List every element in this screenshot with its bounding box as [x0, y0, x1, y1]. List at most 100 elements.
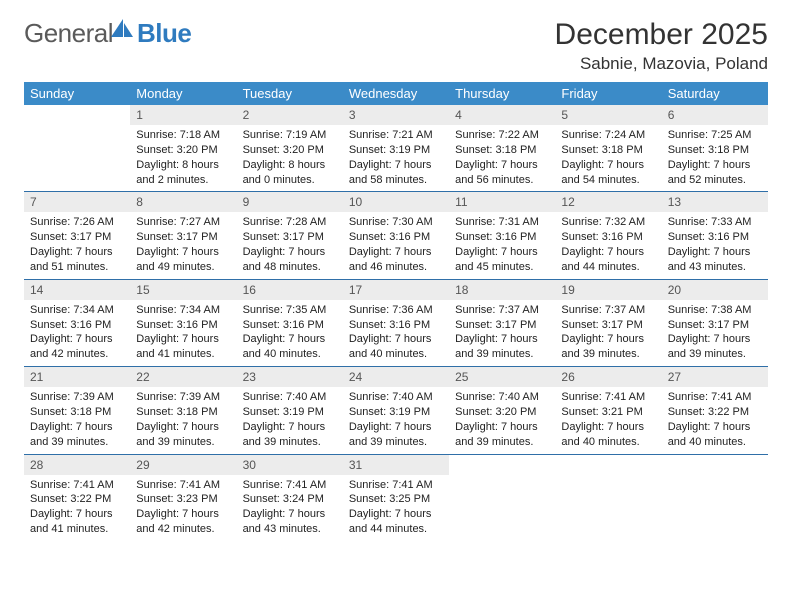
day-content: Sunrise: 7:19 AMSunset: 3:20 PMDaylight:…	[237, 125, 343, 191]
day-content: Sunrise: 7:22 AMSunset: 3:18 PMDaylight:…	[449, 125, 555, 191]
day-content: Sunrise: 7:38 AMSunset: 3:17 PMDaylight:…	[662, 300, 768, 366]
weekday-header: Sunday	[24, 82, 130, 105]
calendar-cell: 6Sunrise: 7:25 AMSunset: 3:18 PMDaylight…	[662, 105, 768, 192]
day-content: Sunrise: 7:21 AMSunset: 3:19 PMDaylight:…	[343, 125, 449, 191]
day-content: Sunrise: 7:18 AMSunset: 3:20 PMDaylight:…	[130, 125, 236, 191]
day-content: Sunrise: 7:41 AMSunset: 3:22 PMDaylight:…	[24, 475, 130, 541]
calendar-cell: 8Sunrise: 7:27 AMSunset: 3:17 PMDaylight…	[130, 192, 236, 279]
day-content: Sunrise: 7:41 AMSunset: 3:25 PMDaylight:…	[343, 475, 449, 541]
day-number: 24	[343, 367, 449, 387]
brand-word-1: General	[24, 18, 113, 49]
calendar-page: General Blue December 2025 Sabnie, Mazov…	[0, 0, 792, 559]
day-number: 5	[555, 105, 661, 125]
calendar-cell: 4Sunrise: 7:22 AMSunset: 3:18 PMDaylight…	[449, 105, 555, 192]
calendar-cell: 9Sunrise: 7:28 AMSunset: 3:17 PMDaylight…	[237, 192, 343, 279]
day-number: 20	[662, 280, 768, 300]
day-content: Sunrise: 7:41 AMSunset: 3:24 PMDaylight:…	[237, 475, 343, 541]
day-number: 11	[449, 192, 555, 212]
calendar-cell: 16Sunrise: 7:35 AMSunset: 3:16 PMDayligh…	[237, 279, 343, 366]
location: Sabnie, Mazovia, Poland	[555, 54, 768, 74]
day-number: 26	[555, 367, 661, 387]
header: General Blue December 2025 Sabnie, Mazov…	[24, 18, 768, 74]
day-content: Sunrise: 7:41 AMSunset: 3:21 PMDaylight:…	[555, 387, 661, 453]
day-number: 29	[130, 455, 236, 475]
calendar-cell: 11Sunrise: 7:31 AMSunset: 3:16 PMDayligh…	[449, 192, 555, 279]
calendar-cell: 17Sunrise: 7:36 AMSunset: 3:16 PMDayligh…	[343, 279, 449, 366]
day-content: Sunrise: 7:41 AMSunset: 3:22 PMDaylight:…	[662, 387, 768, 453]
calendar-cell: 1Sunrise: 7:18 AMSunset: 3:20 PMDaylight…	[130, 105, 236, 192]
month-title: December 2025	[555, 18, 768, 52]
day-content: Sunrise: 7:28 AMSunset: 3:17 PMDaylight:…	[237, 212, 343, 278]
calendar-cell: 14Sunrise: 7:34 AMSunset: 3:16 PMDayligh…	[24, 279, 130, 366]
day-number: 22	[130, 367, 236, 387]
day-content: Sunrise: 7:25 AMSunset: 3:18 PMDaylight:…	[662, 125, 768, 191]
day-content: Sunrise: 7:35 AMSunset: 3:16 PMDaylight:…	[237, 300, 343, 366]
brand-sail-icon	[109, 17, 135, 44]
day-number: 7	[24, 192, 130, 212]
calendar-cell: 26Sunrise: 7:41 AMSunset: 3:21 PMDayligh…	[555, 367, 661, 454]
calendar-cell	[555, 454, 661, 541]
day-number: 31	[343, 455, 449, 475]
day-number: 2	[237, 105, 343, 125]
day-number: 23	[237, 367, 343, 387]
calendar-cell: 13Sunrise: 7:33 AMSunset: 3:16 PMDayligh…	[662, 192, 768, 279]
calendar-cell: 7Sunrise: 7:26 AMSunset: 3:17 PMDaylight…	[24, 192, 130, 279]
day-content: Sunrise: 7:39 AMSunset: 3:18 PMDaylight:…	[24, 387, 130, 453]
day-number: 19	[555, 280, 661, 300]
weekday-header: Monday	[130, 82, 236, 105]
calendar-body: 1Sunrise: 7:18 AMSunset: 3:20 PMDaylight…	[24, 105, 768, 541]
calendar-week-row: 14Sunrise: 7:34 AMSunset: 3:16 PMDayligh…	[24, 279, 768, 366]
day-content: Sunrise: 7:34 AMSunset: 3:16 PMDaylight:…	[24, 300, 130, 366]
day-number: 10	[343, 192, 449, 212]
day-content: Sunrise: 7:40 AMSunset: 3:20 PMDaylight:…	[449, 387, 555, 453]
title-block: December 2025 Sabnie, Mazovia, Poland	[555, 18, 768, 74]
weekday-header: Thursday	[449, 82, 555, 105]
calendar-cell: 12Sunrise: 7:32 AMSunset: 3:16 PMDayligh…	[555, 192, 661, 279]
brand-logo: General Blue	[24, 18, 191, 49]
calendar-week-row: 21Sunrise: 7:39 AMSunset: 3:18 PMDayligh…	[24, 367, 768, 454]
day-number: 13	[662, 192, 768, 212]
calendar-cell: 29Sunrise: 7:41 AMSunset: 3:23 PMDayligh…	[130, 454, 236, 541]
day-content: Sunrise: 7:32 AMSunset: 3:16 PMDaylight:…	[555, 212, 661, 278]
day-content: Sunrise: 7:30 AMSunset: 3:16 PMDaylight:…	[343, 212, 449, 278]
day-content: Sunrise: 7:41 AMSunset: 3:23 PMDaylight:…	[130, 475, 236, 541]
day-number: 4	[449, 105, 555, 125]
calendar-cell: 23Sunrise: 7:40 AMSunset: 3:19 PMDayligh…	[237, 367, 343, 454]
day-number: 16	[237, 280, 343, 300]
calendar-cell: 15Sunrise: 7:34 AMSunset: 3:16 PMDayligh…	[130, 279, 236, 366]
day-number: 3	[343, 105, 449, 125]
day-content: Sunrise: 7:36 AMSunset: 3:16 PMDaylight:…	[343, 300, 449, 366]
calendar-cell: 10Sunrise: 7:30 AMSunset: 3:16 PMDayligh…	[343, 192, 449, 279]
day-content: Sunrise: 7:40 AMSunset: 3:19 PMDaylight:…	[343, 387, 449, 453]
calendar-cell: 30Sunrise: 7:41 AMSunset: 3:24 PMDayligh…	[237, 454, 343, 541]
weekday-header: Tuesday	[237, 82, 343, 105]
calendar-cell: 5Sunrise: 7:24 AMSunset: 3:18 PMDaylight…	[555, 105, 661, 192]
day-number: 17	[343, 280, 449, 300]
calendar-cell: 31Sunrise: 7:41 AMSunset: 3:25 PMDayligh…	[343, 454, 449, 541]
day-number: 6	[662, 105, 768, 125]
calendar-header-row: SundayMondayTuesdayWednesdayThursdayFrid…	[24, 82, 768, 105]
calendar-table: SundayMondayTuesdayWednesdayThursdayFrid…	[24, 82, 768, 541]
day-content: Sunrise: 7:37 AMSunset: 3:17 PMDaylight:…	[449, 300, 555, 366]
day-number: 14	[24, 280, 130, 300]
calendar-cell: 19Sunrise: 7:37 AMSunset: 3:17 PMDayligh…	[555, 279, 661, 366]
calendar-cell	[24, 105, 130, 192]
calendar-cell: 20Sunrise: 7:38 AMSunset: 3:17 PMDayligh…	[662, 279, 768, 366]
calendar-cell: 18Sunrise: 7:37 AMSunset: 3:17 PMDayligh…	[449, 279, 555, 366]
day-content: Sunrise: 7:39 AMSunset: 3:18 PMDaylight:…	[130, 387, 236, 453]
calendar-week-row: 7Sunrise: 7:26 AMSunset: 3:17 PMDaylight…	[24, 192, 768, 279]
weekday-header: Wednesday	[343, 82, 449, 105]
day-content: Sunrise: 7:27 AMSunset: 3:17 PMDaylight:…	[130, 212, 236, 278]
calendar-week-row: 28Sunrise: 7:41 AMSunset: 3:22 PMDayligh…	[24, 454, 768, 541]
day-number: 27	[662, 367, 768, 387]
calendar-cell	[662, 454, 768, 541]
day-number: 18	[449, 280, 555, 300]
calendar-cell: 21Sunrise: 7:39 AMSunset: 3:18 PMDayligh…	[24, 367, 130, 454]
day-content: Sunrise: 7:37 AMSunset: 3:17 PMDaylight:…	[555, 300, 661, 366]
calendar-cell: 25Sunrise: 7:40 AMSunset: 3:20 PMDayligh…	[449, 367, 555, 454]
weekday-header: Saturday	[662, 82, 768, 105]
day-number: 25	[449, 367, 555, 387]
day-number: 21	[24, 367, 130, 387]
calendar-cell: 2Sunrise: 7:19 AMSunset: 3:20 PMDaylight…	[237, 105, 343, 192]
day-number: 28	[24, 455, 130, 475]
